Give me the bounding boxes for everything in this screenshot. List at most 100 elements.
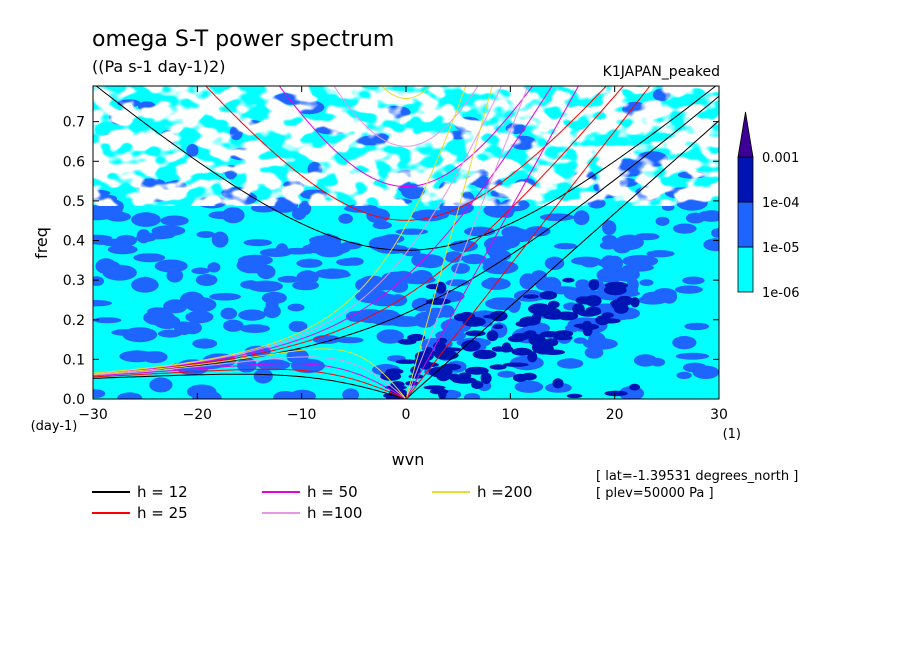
contour-blob <box>615 234 644 250</box>
contour-blob-dark <box>465 330 486 337</box>
run-label: K1JAPAN_peaked <box>603 64 720 80</box>
contour-blob-dark <box>492 324 504 330</box>
contour-blob-dark <box>438 347 463 352</box>
colorbar-segment <box>737 201 754 248</box>
contour-blob <box>256 359 291 371</box>
dispersion-curve <box>93 95 719 376</box>
contour-blob <box>675 352 710 360</box>
contour-blob <box>261 291 287 304</box>
contour-blob <box>220 307 237 320</box>
plot-area <box>93 86 719 399</box>
contour-blob-dark <box>438 388 447 399</box>
contour-blob <box>483 236 515 252</box>
contour-blob <box>247 264 271 274</box>
dispersion-curve <box>93 373 407 399</box>
contour-blob <box>697 210 719 222</box>
dispersion-curve <box>381 86 431 100</box>
contour-blob <box>556 358 584 369</box>
contour-blob-dark <box>531 313 542 324</box>
contour-blob-dark <box>426 283 443 290</box>
contour-blob <box>151 225 186 237</box>
contour-blob <box>154 259 188 273</box>
contour-blob <box>192 338 218 349</box>
contour-blob <box>253 368 273 384</box>
contour-blob <box>131 212 161 227</box>
contour-blob <box>483 202 516 218</box>
legend-label: h = 50 <box>307 483 358 501</box>
dispersion-curve <box>405 86 651 399</box>
dispersion-curve <box>405 86 580 399</box>
contour-blob <box>93 276 104 286</box>
contour-blob <box>117 392 143 399</box>
chart-units: ((Pa s-1 day-1)2) <box>92 57 225 76</box>
contour-blob <box>95 258 117 274</box>
contour-blob <box>554 242 577 250</box>
contour-blob <box>93 389 106 398</box>
contour-blob <box>286 348 309 364</box>
contour-blob <box>546 286 581 295</box>
contour-blob-dark <box>385 368 404 375</box>
contour-blob-dark <box>539 290 558 300</box>
contour-blob <box>207 262 221 273</box>
contour-blob <box>580 257 600 268</box>
contour-blob-dark <box>507 335 525 343</box>
contour-blob-dark <box>541 349 566 356</box>
legend-label: h = 12 <box>137 483 188 501</box>
dispersion-curve <box>95 86 717 251</box>
contour-blob <box>336 258 359 266</box>
contour-blob <box>380 234 405 244</box>
contour-blob <box>342 388 359 399</box>
contour-blob-dark <box>523 294 539 299</box>
pressure-annotation: [ plev=50000 Pa ] <box>596 486 714 501</box>
contour-blob-dark <box>576 296 591 301</box>
contour-blob <box>314 243 351 255</box>
contour-blob-dark <box>511 347 533 356</box>
contour-blob <box>368 289 384 300</box>
colorbar-segment <box>737 246 754 293</box>
contour-blob <box>153 314 181 329</box>
legend: h = 12 h = 25 h = 50 h =100 h =200 <box>92 483 532 522</box>
contour-blob <box>323 271 351 278</box>
contour-blob <box>107 244 138 255</box>
x-tick-label: 10 <box>501 407 519 423</box>
contour-blob-dark <box>602 312 614 319</box>
contour-blob-dark <box>562 277 575 283</box>
contour-blob <box>372 309 401 325</box>
contour-blob <box>451 263 470 274</box>
contour-band-1e-04 <box>380 277 641 399</box>
contour-blob-dark <box>603 284 627 296</box>
contour-blob <box>160 215 189 226</box>
y-tick-label: 0.6 <box>63 154 85 170</box>
contour-blob <box>239 324 270 333</box>
contour-blob <box>672 336 697 350</box>
contour-blob <box>684 322 709 331</box>
contour-blob <box>289 389 316 399</box>
contour-blob <box>307 242 321 252</box>
contour-blob <box>655 216 670 226</box>
contour-blob-dark <box>552 378 564 389</box>
contour-blob-dark <box>629 383 641 391</box>
x-tick-label: −20 <box>183 407 213 423</box>
contour-blob-dark <box>419 350 439 357</box>
contour-blob <box>287 303 305 312</box>
contour-blob <box>372 221 392 230</box>
contour-blob-dark <box>502 362 529 367</box>
contour-blob <box>672 223 697 234</box>
contour-blob <box>163 299 188 314</box>
contour-blob <box>573 337 587 344</box>
contour-blob <box>211 231 229 248</box>
contour-blob <box>692 365 719 379</box>
contour-blob <box>599 241 617 250</box>
contour-blob <box>115 234 137 247</box>
colorbar-extension <box>737 111 754 158</box>
colorbar-label: 1e-05 <box>762 241 800 256</box>
contour-blob-dark <box>581 320 593 332</box>
contour-blob <box>338 213 353 224</box>
y-tick-label: 0.0 <box>63 392 85 408</box>
y-tick-label: 0.4 <box>63 234 85 250</box>
contour-blob-dark <box>395 359 418 365</box>
contour-blob <box>703 238 719 252</box>
colorbar-label: 0.001 <box>762 151 799 166</box>
dispersion-curve <box>93 368 407 399</box>
x-tick-label: 0 <box>402 407 411 423</box>
